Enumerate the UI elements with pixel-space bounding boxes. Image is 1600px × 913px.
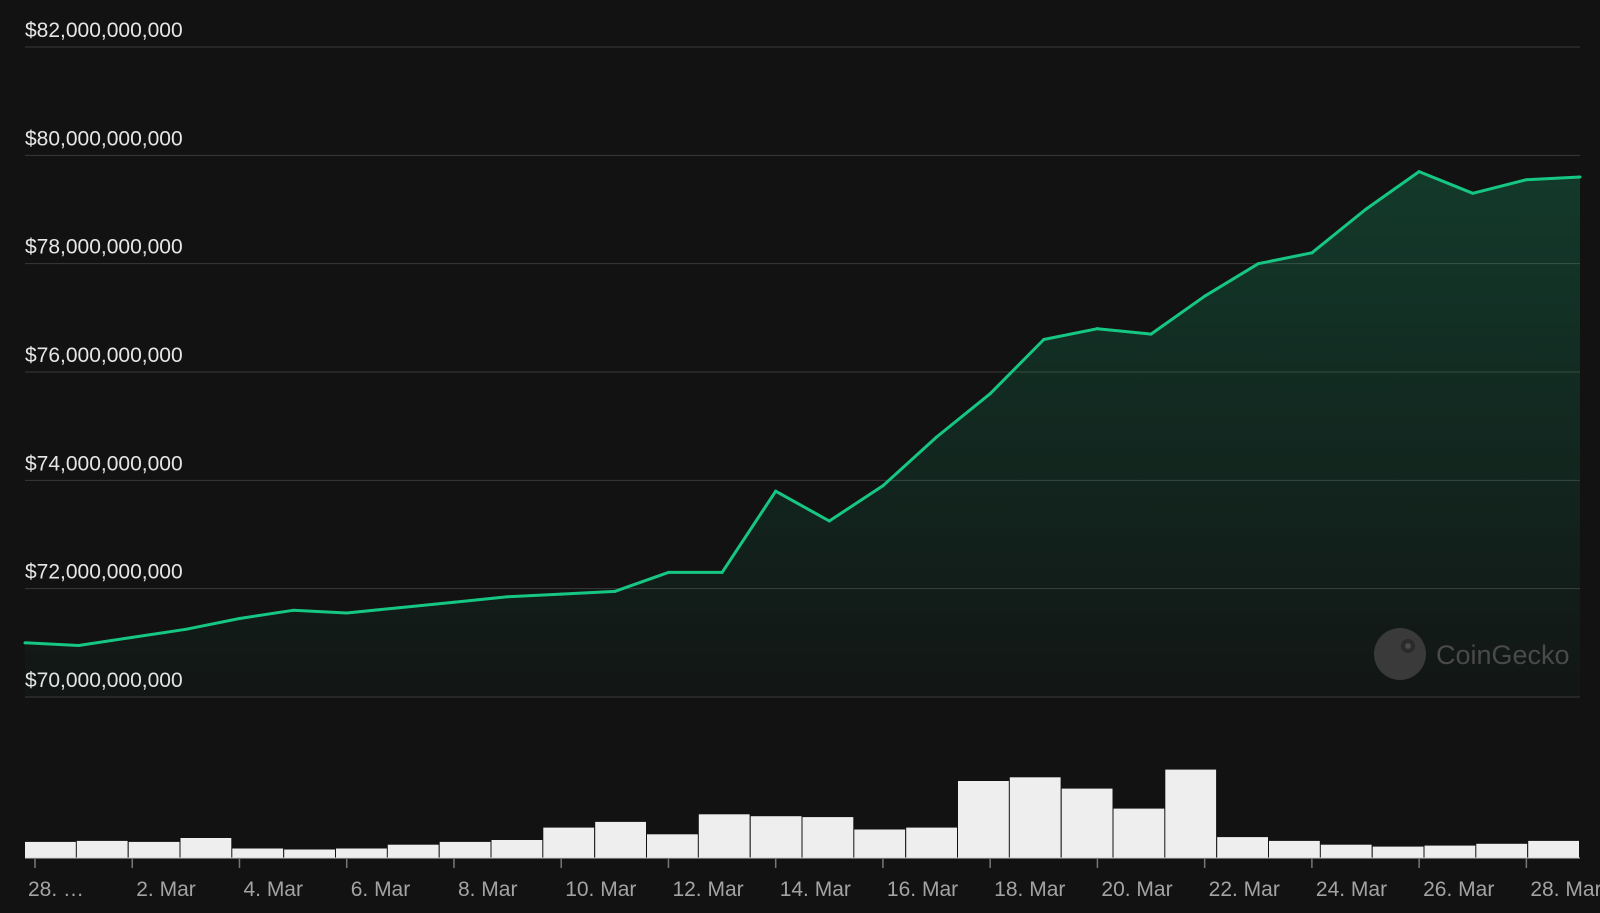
x-tick-label: 28. … <box>28 878 84 901</box>
price-point <box>1256 262 1260 266</box>
watermark: CoinGecko <box>1374 628 1570 680</box>
price-area <box>25 171 1580 698</box>
volume-bar <box>439 841 491 859</box>
volume-bar <box>595 821 646 858</box>
price-point <box>1417 170 1421 174</box>
volume-bar <box>1009 777 1061 859</box>
volume-bar <box>232 848 284 858</box>
price-point <box>1578 175 1582 179</box>
x-tick-label: 4. Mar <box>243 878 303 901</box>
volume-bar <box>1269 840 1320 858</box>
price-point <box>988 392 992 396</box>
x-tick-label: 28. Mar <box>1530 878 1600 901</box>
y-tick-label: $80,000,000,000 <box>25 127 183 150</box>
volume-bar <box>647 834 698 859</box>
volume-bar <box>1424 845 1476 858</box>
price-point <box>1149 332 1153 336</box>
price-point <box>506 595 510 599</box>
x-tick-label: 10. Mar <box>565 878 636 901</box>
x-tick-label: 22. Mar <box>1209 878 1280 901</box>
volume-bar <box>802 817 854 858</box>
volume-bar <box>76 840 128 858</box>
volume-bars <box>25 769 1580 859</box>
volume-bar <box>1528 840 1579 858</box>
x-tick-label: 6. Mar <box>351 878 411 901</box>
price-point <box>345 611 349 615</box>
price-point <box>1095 327 1099 331</box>
volume-bar <box>491 840 543 859</box>
price-point <box>666 570 670 574</box>
y-tick-label: $76,000,000,000 <box>25 344 183 367</box>
price-point <box>1364 208 1368 211</box>
volume-bar <box>1165 769 1217 858</box>
y-tick-label: $82,000,000,000 <box>25 19 183 42</box>
price-point <box>827 519 831 523</box>
volume-bar <box>698 814 750 858</box>
y-tick-label: $74,000,000,000 <box>25 452 183 475</box>
x-tick-label: 14. Mar <box>780 878 851 901</box>
price-point <box>1042 338 1046 341</box>
y-tick-label: $72,000,000,000 <box>25 561 183 584</box>
price-point <box>77 644 81 648</box>
volume-bar <box>854 829 906 858</box>
price-point <box>291 608 295 612</box>
y-tick-label: $78,000,000,000 <box>25 236 183 259</box>
volume-bar <box>958 781 1009 858</box>
price-point <box>720 570 724 574</box>
volume-bar <box>543 827 595 858</box>
price-point <box>1524 178 1528 182</box>
volume-bar <box>750 816 802 858</box>
y-axis: $70,000,000,000$72,000,000,000$74,000,00… <box>25 19 183 692</box>
x-tick-label: 2. Mar <box>136 878 196 901</box>
volume-bar <box>906 827 957 858</box>
price-point <box>130 635 134 639</box>
price-point <box>613 589 617 593</box>
price-point <box>1310 251 1314 255</box>
price-line-group <box>23 170 1582 648</box>
price-point <box>452 600 456 604</box>
volume-bar <box>284 849 335 858</box>
price-area-fill <box>25 171 1580 698</box>
x-axis: 28. … 2. Mar 4. Mar 6. Mar 8. Mar 10. Mar 12. … <box>28 858 1600 901</box>
volume-bar <box>387 844 439 858</box>
volume-bar <box>1320 844 1372 858</box>
price-point <box>774 489 778 493</box>
volume-bar <box>1061 788 1113 858</box>
volume-bar <box>1476 843 1528 859</box>
x-tick-label: 24. Mar <box>1316 878 1387 901</box>
watermark-text: CoinGecko <box>1436 640 1570 670</box>
price-point <box>935 435 939 439</box>
price-point <box>237 616 241 620</box>
price-point <box>184 627 188 631</box>
price-line <box>24 170 1581 647</box>
volume-bar <box>1372 846 1424 858</box>
x-tick-label: 12. Mar <box>672 878 743 901</box>
price-point <box>559 592 563 596</box>
volume-bar <box>336 848 387 858</box>
price-point <box>1203 294 1207 298</box>
volume-bar <box>25 841 76 859</box>
price-point <box>1471 191 1475 195</box>
gecko-icon <box>1374 628 1426 680</box>
x-tick-label: 26. Mar <box>1423 878 1494 901</box>
x-tick-label: 18. Mar <box>994 878 1065 901</box>
x-tick-label: 8. Mar <box>458 878 518 901</box>
x-tick-label: 20. Mar <box>1101 878 1172 901</box>
gridlines <box>25 46 1580 698</box>
volume-bar <box>128 841 180 859</box>
x-tick-label: 16. Mar <box>887 878 958 901</box>
volume-bar <box>1113 808 1165 858</box>
price-point <box>398 606 402 610</box>
volume-bar <box>1217 837 1268 858</box>
price-point <box>23 641 27 645</box>
volume-bar <box>180 838 232 858</box>
price-point <box>881 484 885 488</box>
